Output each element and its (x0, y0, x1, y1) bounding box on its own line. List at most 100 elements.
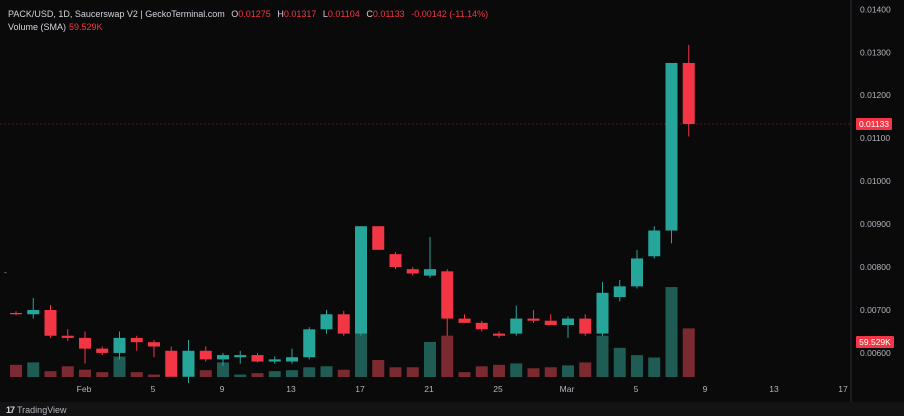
volume-bar (458, 372, 471, 377)
candle-body (148, 342, 160, 347)
volume-bar (320, 366, 333, 377)
candle-body (631, 258, 643, 287)
candle-body (648, 230, 661, 257)
x-tick-label: 9 (220, 384, 225, 394)
open-value: 0.01275 (238, 9, 271, 19)
candle-body (527, 318, 540, 321)
x-tick-label: Mar (560, 384, 575, 394)
x-tick-label: 13 (286, 384, 296, 394)
volume-bar (648, 357, 661, 377)
candle-body (113, 337, 126, 353)
candle-body (27, 309, 40, 315)
close-value: 0.01133 (372, 9, 405, 19)
volume-badge: 59.529K (856, 336, 894, 348)
volume-bar (27, 362, 40, 377)
price-badge: 0.01133 (856, 117, 892, 130)
y-tick-label: 0.00700 (860, 305, 891, 315)
high-label: H (277, 9, 284, 19)
change-value: -0.00142 (-11.14%) (411, 9, 489, 19)
candle-body (96, 348, 109, 353)
y-tick-label: 0.01100 (860, 133, 890, 143)
volume-bar (96, 372, 109, 377)
candle-body (424, 269, 436, 276)
volume-bar (631, 355, 643, 377)
candle-body (544, 320, 557, 326)
candle-body (234, 355, 247, 358)
y-tick-label: 0.00900 (860, 219, 891, 229)
candle-body (493, 333, 505, 336)
volume-bar (10, 364, 22, 377)
candle-body (217, 355, 229, 360)
symbol-info: PACK/USD, 1D, Saucerswap V2 | GeckoTermi… (8, 9, 225, 19)
candle-body (337, 314, 350, 334)
volume-bar (199, 370, 212, 377)
volume-bar (579, 362, 592, 377)
volume-bar (596, 335, 609, 377)
candle-body (510, 318, 523, 334)
low-label: L (322, 9, 328, 19)
candle-body (665, 62, 678, 231)
volume-bar (527, 368, 540, 377)
x-tick-label: 17 (355, 384, 365, 394)
y-tick-label: 0.01400 (860, 4, 891, 14)
candle-body (61, 335, 74, 338)
candle-body (579, 318, 592, 334)
candle-body (596, 292, 609, 334)
volume-bar (544, 367, 557, 377)
y-tick-label: 0.01300 (860, 47, 891, 57)
volume-bars (10, 287, 695, 377)
x-tick-label: 5 (634, 384, 639, 394)
volume-bar (61, 366, 74, 377)
volume-bar (113, 356, 126, 377)
candle-body (268, 359, 281, 362)
candle-body (320, 314, 333, 330)
candle-body (303, 329, 316, 358)
volume-value: 59.529K (69, 22, 103, 32)
open-label: O (231, 9, 239, 19)
volume-bar (406, 367, 419, 377)
y-axis: 0.01400 0.01300 0.01200 0.01100 0.01000 0.009… (860, 4, 891, 358)
y-tick-label: 0.00800 (860, 262, 891, 272)
tradingview-logo-icon: 17 (6, 405, 15, 415)
volume-bar (510, 363, 523, 377)
candle-body (682, 62, 695, 124)
candle-body (613, 286, 626, 298)
x-tick-label: 13 (769, 384, 779, 394)
x-axis: Feb 5 9 13 17 21 25 Mar 5 9 13 17 (77, 384, 848, 394)
candle-body (372, 226, 385, 250)
x-tick-label: 17 (838, 384, 848, 394)
x-tick-label: Feb (77, 384, 92, 394)
candle-body (199, 350, 212, 360)
close-label: C (366, 9, 373, 19)
candle-body (458, 318, 471, 323)
candle-body (79, 337, 91, 349)
volume-bar (424, 341, 436, 377)
volume-bar (337, 369, 350, 377)
y-tick-label: 0.01200 (860, 90, 891, 100)
x-tick-label: 25 (493, 384, 503, 394)
candle-body (475, 322, 488, 330)
volume-bar (44, 371, 57, 377)
volume-bar (493, 364, 505, 377)
volume-bar (682, 328, 695, 377)
candle-body (286, 357, 298, 362)
candle-body (441, 271, 454, 319)
candle-body (355, 226, 367, 334)
candlestick-series (10, 44, 695, 383)
brand-name: TradingView (17, 405, 67, 415)
tradingview-brand[interactable]: 17 TradingView (6, 405, 67, 415)
volume-bar (665, 287, 678, 377)
chart-legend: PACK/USD, 1D, Saucerswap V2 | GeckoTermi… (8, 8, 488, 34)
volume-bar (303, 367, 316, 377)
low-value: 0.01104 (327, 9, 360, 19)
high-value: 0.01317 (283, 9, 317, 19)
volume-bar (475, 366, 488, 377)
price-badge-text: 0.01133 (859, 119, 889, 129)
volume-bar (234, 374, 247, 377)
volume-bar (251, 373, 264, 377)
left-edge-marker: - (4, 268, 7, 277)
volume-bar (79, 369, 91, 377)
y-tick-label: 0.01000 (860, 176, 891, 186)
volume-bar (148, 374, 160, 377)
